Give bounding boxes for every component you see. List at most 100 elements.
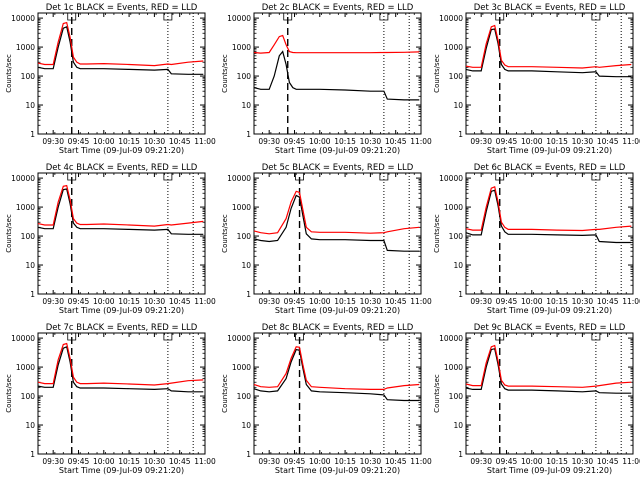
marker-bracket [379,333,389,341]
y-tick-label: 1 [458,290,463,299]
x-axis-label: Start Time (09-Jul-09 09:21:20) [487,306,612,315]
x-tick-label: 10:00 [521,297,543,306]
x-tick-label: 11:00 [410,457,432,466]
x-tick-label: 10:15 [546,137,568,146]
y-tick-label: 1000 [444,363,463,372]
y-axis-label: Counts/sec [433,374,441,413]
x-tick-label: 10:45 [597,457,619,466]
x-tick-label: 10:45 [169,297,191,306]
y-tick-label: 1000 [232,203,251,212]
y-tick-label: 100 [449,72,464,81]
x-tick-label: 10:15 [118,297,140,306]
x-tick-label: 09:45 [284,297,306,306]
x-tick-label: 09:30 [258,457,280,466]
y-tick-label: 1000 [16,43,35,52]
x-tick-label: 10:30 [144,457,166,466]
chart-title: Det 5c BLACK = Events, RED = LLD [262,163,414,173]
x-tick-label: 10:30 [572,457,594,466]
chart-panel-3: Det 3c BLACK = Events, RED = LLD 1 10 100 10… [433,3,640,155]
x-axis-label: Start Time (09-Jul-09 09:21:20) [275,146,400,155]
marker-bracket [163,333,173,341]
y-tick-label: 1 [246,290,251,299]
series-line-lld [465,185,632,232]
x-tick-label: 11:00 [194,297,216,306]
chart-panel-8: Det 8c BLACK = Events, RED = LLD 1 10 100 10… [221,323,432,475]
chart-panel-1: Det 1c BLACK = Events, RED = LLD 1 10 100 10… [5,3,216,155]
y-tick-label: 1 [458,450,463,459]
x-tick-label: 10:15 [334,297,356,306]
chart-title: Det 4c BLACK = Events, RED = LLD [46,163,198,173]
x-tick-label: 10:45 [597,297,619,306]
marker-bracket [591,13,601,21]
x-tick-label: 11:00 [622,457,640,466]
x-tick-label: 10:00 [93,137,115,146]
y-tick-label: 100 [237,72,252,81]
x-tick-label: 09:30 [470,137,492,146]
series-line-lld [37,342,204,386]
series-line-lld [253,34,420,54]
x-tick-label: 11:00 [410,297,432,306]
y-tick-label: 100 [21,232,36,241]
y-tick-label: 10 [241,261,251,270]
y-tick-label: 100 [449,232,464,241]
plot-frame [253,12,422,135]
y-tick-label: 1 [30,450,35,459]
y-tick-label: 10 [25,421,35,430]
x-tick-label: 10:45 [169,137,191,146]
series-line-events [37,345,204,393]
marker-bracket [295,173,304,181]
marker-bracket [591,333,601,341]
y-tick-label: 10000 [227,334,251,343]
x-tick-label: 09:30 [470,457,492,466]
series-line-events [253,348,420,402]
x-tick-label: 10:45 [169,457,191,466]
y-tick-label: 1 [246,130,251,139]
x-tick-label: 10:45 [385,457,407,466]
series-line-lld [465,24,632,69]
y-tick-label: 10 [453,101,463,110]
x-tick-label: 10:15 [546,457,568,466]
x-tick-label: 11:00 [622,137,640,146]
y-axis-label: Counts/sec [433,54,441,93]
x-tick-label: 09:45 [496,297,518,306]
y-tick-label: 1 [458,130,463,139]
x-tick-label: 09:45 [68,297,90,306]
x-tick-label: 10:30 [360,457,382,466]
x-tick-label: 09:45 [284,457,306,466]
chart-title: Det 1c BLACK = Events, RED = LLD [46,3,198,13]
x-axis-label: Start Time (09-Jul-09 09:21:20) [59,146,184,155]
chart-title: Det 9c BLACK = Events, RED = LLD [474,323,626,333]
x-axis-label: Start Time (09-Jul-09 09:21:20) [275,306,400,315]
y-axis-label: Counts/sec [433,214,441,253]
plot-frame [465,172,634,295]
marker-bracket [163,173,173,181]
plot-frame [37,172,206,295]
chart-title: Det 7c BLACK = Events, RED = LLD [46,323,198,333]
y-axis-label: Counts/sec [5,374,13,413]
y-tick-label: 100 [21,392,36,401]
y-tick-label: 10000 [439,334,463,343]
plot-frame [253,332,422,455]
x-tick-label: 10:30 [572,137,594,146]
series-line-events [465,347,632,394]
plot-frame [253,172,422,295]
x-tick-label: 09:30 [42,137,64,146]
chart-title: Det 3c BLACK = Events, RED = LLD [474,3,626,13]
y-tick-label: 10000 [439,14,463,23]
x-tick-label: 09:45 [496,137,518,146]
x-tick-label: 09:45 [496,457,518,466]
y-tick-label: 100 [21,72,36,81]
x-tick-label: 10:15 [118,137,140,146]
x-tick-label: 10:15 [334,457,356,466]
y-tick-label: 10000 [11,334,35,343]
marker-bracket [67,13,77,21]
x-tick-label: 10:30 [360,137,382,146]
marker-bracket [495,13,505,21]
series-line-events [37,188,204,235]
x-tick-label: 09:45 [68,457,90,466]
y-tick-label: 1000 [444,43,463,52]
x-axis-label: Start Time (09-Jul-09 09:21:20) [59,466,184,475]
marker-bracket [67,333,77,341]
chart-panel-4: Det 4c BLACK = Events, RED = LLD 1 10 100 10… [5,163,216,315]
